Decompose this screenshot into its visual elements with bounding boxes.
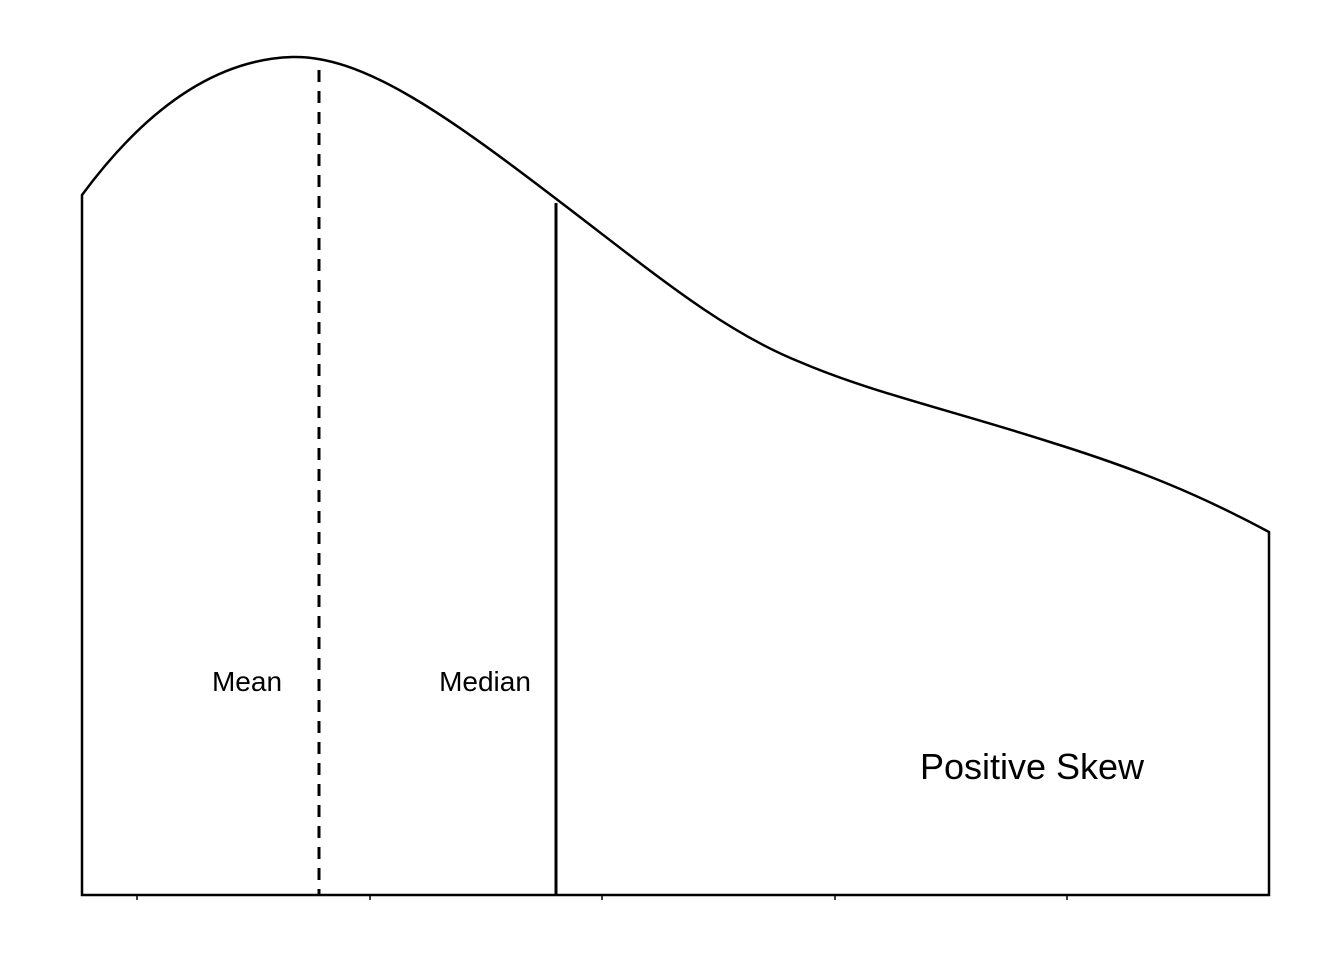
skew-label: Positive Skew	[920, 746, 1145, 787]
median-label: Median	[439, 666, 531, 697]
baseline-ticks	[136, 895, 1068, 900]
density-outline	[80, 55, 1271, 897]
mean-label: Mean	[212, 666, 282, 697]
